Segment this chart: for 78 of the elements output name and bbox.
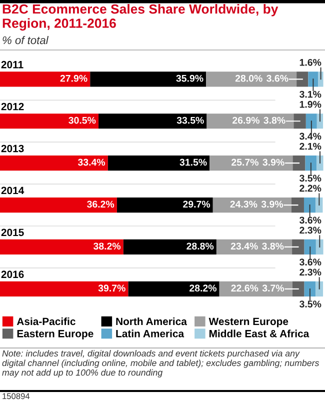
text: Note: includes travel, digital downloads and event tickets purchased via any digital channel (including online, mobile and tablet); excludes gambling; numbers may not add up to 100% due to rounding [2, 350, 320, 378]
data-label: 3.6% [300, 258, 322, 266]
data-label: 36.2% [87, 200, 114, 208]
bar [0, 72, 90, 87]
bar [90, 72, 206, 87]
y-tick-label: 2014 [1, 186, 24, 194]
data-label: 30.5% [68, 116, 96, 124]
data-label: 28.0% [235, 74, 262, 82]
data-label: 3.5% [300, 300, 322, 308]
bar [108, 156, 210, 171]
data-label: 2.2% [300, 184, 322, 192]
bar [292, 156, 306, 171]
data-label: 2.1% [300, 142, 322, 150]
data-label: 3.7% [262, 284, 284, 292]
bar [128, 281, 220, 296]
data-label: 31.5% [180, 158, 207, 166]
chart-subtitle: % of total [2, 36, 49, 44]
y-tick-label: 2016 [1, 270, 24, 278]
data-label: 33.4% [78, 158, 106, 166]
data-label: 3.1% [300, 90, 322, 98]
bar [0, 156, 108, 171]
legend-label: Western Europe [208, 318, 288, 328]
bar [116, 197, 213, 213]
bar [304, 197, 316, 213]
data-label: 2.3% [300, 268, 322, 276]
bar [306, 114, 317, 129]
bar [291, 197, 304, 213]
data-label: 1.9% [300, 100, 322, 108]
legend-label: Middle East & Africa [209, 330, 310, 338]
bar [294, 114, 306, 129]
bar [316, 197, 323, 213]
bar [308, 72, 318, 87]
data-label: 28.8% [186, 242, 214, 250]
data-label: 23.4% [230, 242, 258, 250]
bar [0, 239, 124, 255]
data-label: 3.8% [262, 242, 284, 250]
data-label: 22.6% [231, 284, 258, 292]
data-label: 29.7% [183, 200, 210, 208]
bar [98, 114, 207, 129]
data-label: 25.7% [232, 158, 259, 166]
bar [304, 239, 316, 255]
y-tick-label: 2011 [1, 60, 24, 68]
data-label: 35.9% [176, 74, 204, 82]
data-label: 33.5% [176, 116, 204, 124]
data-label: 3.4% [300, 132, 322, 140]
data-label: 3.9% [261, 200, 284, 208]
data-label: 3.6% [266, 74, 288, 82]
y-tick-label: 2013 [1, 144, 24, 152]
data-label: 3.9% [262, 158, 284, 166]
data-label: 27.9% [60, 74, 88, 82]
legend-label: Eastern Europe [17, 330, 94, 340]
bar [316, 281, 324, 296]
chart-title: B2C Ecommerce Sales Share Worldwide, by Region, 2011-2016 [2, 4, 278, 31]
data-label: 3.8% [264, 116, 286, 124]
data-label: 3.6% [300, 216, 322, 224]
data-label: 1.6% [300, 58, 322, 66]
data-label: 3.5% [300, 174, 322, 182]
y-tick-label: 2015 [1, 228, 24, 236]
bar [305, 156, 317, 171]
y-tick-label: 2012 [1, 102, 24, 110]
data-label: 26.9% [232, 116, 260, 124]
data-label: 24.3% [230, 200, 258, 208]
bar [292, 281, 304, 296]
bar [304, 281, 316, 296]
text: 150894 [2, 393, 30, 400]
bar [292, 239, 304, 255]
bar [0, 197, 117, 213]
bar [0, 281, 128, 296]
bar [0, 114, 99, 129]
bar [296, 72, 308, 87]
bar [123, 239, 216, 255]
data-label: 28.2% [190, 284, 217, 292]
legend-label: Asia-Pacific [16, 317, 76, 326]
legend-label: Latin America [116, 330, 184, 338]
data-label: 38.2% [93, 242, 121, 250]
data-label: 39.7% [98, 284, 126, 292]
data-label: 2.3% [300, 226, 322, 234]
legend-label: North America [116, 317, 187, 326]
